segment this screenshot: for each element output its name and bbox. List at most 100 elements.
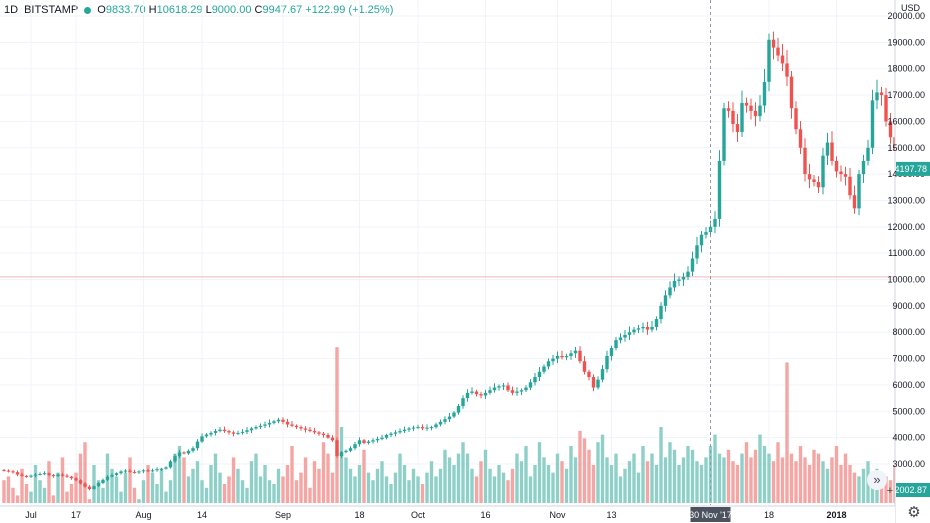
time-tick-label: Oct <box>411 510 426 520</box>
last-price-badge <box>896 161 930 176</box>
candle <box>33 474 38 476</box>
candle <box>375 438 380 441</box>
volume-bar <box>663 457 668 503</box>
grid <box>0 0 895 505</box>
volume-bar <box>483 449 488 503</box>
volume-bar <box>465 453 470 503</box>
candle <box>281 419 285 422</box>
volume-bar <box>564 468 569 503</box>
volume-bar <box>852 472 857 503</box>
candle <box>857 174 861 209</box>
candle <box>425 427 429 429</box>
candle <box>645 326 650 330</box>
volume-bar <box>569 446 573 503</box>
candle <box>150 470 155 472</box>
volume-bar <box>438 468 443 503</box>
volume-bar <box>537 442 542 503</box>
candle <box>447 416 452 420</box>
volume-bar <box>681 457 686 503</box>
candle <box>497 386 501 388</box>
volume-bar <box>830 457 834 503</box>
volume-bar <box>492 476 497 503</box>
volume-bar <box>812 449 816 503</box>
candle <box>92 486 96 490</box>
price-tick-label: 16000.00 <box>887 116 925 126</box>
price-axis-bg <box>895 0 930 523</box>
candle <box>321 433 326 436</box>
candle <box>434 424 438 428</box>
candle <box>731 110 735 125</box>
volume-bar <box>501 472 506 503</box>
price-tick-label: 6000.00 <box>892 380 925 390</box>
candle <box>825 142 830 156</box>
candle <box>488 390 492 393</box>
candle <box>119 471 123 474</box>
volume-bar <box>159 468 164 503</box>
open-key: O <box>97 4 106 16</box>
volume-bar <box>474 476 479 503</box>
candle <box>627 332 632 335</box>
market-status-dot <box>84 6 92 14</box>
volume-bar <box>794 461 798 503</box>
volume-bar <box>479 461 483 503</box>
volume-bar <box>312 461 317 503</box>
candle <box>506 385 510 391</box>
candle <box>789 76 794 109</box>
volume-bars <box>2 347 920 503</box>
candle <box>501 385 506 387</box>
candle <box>51 475 56 477</box>
price-tick-label: 5000.00 <box>892 406 925 416</box>
time-tick-label: Jul <box>25 510 37 520</box>
time-tick-label: 2018 <box>826 510 846 520</box>
chart-legend: 1D BITSTAMP O9833.70 H10618.29 L9000.00 … <box>4 4 393 16</box>
candle <box>308 429 312 432</box>
volume-bar <box>762 446 767 503</box>
candle <box>366 441 371 443</box>
candle <box>105 476 110 480</box>
volume-bar <box>389 484 393 503</box>
interval-label[interactable]: 1D <box>4 4 19 16</box>
volume-bar <box>542 457 546 503</box>
scroll-to-realtime-button[interactable]: » <box>867 470 887 490</box>
candle <box>344 450 348 453</box>
candle <box>564 355 569 358</box>
volume-bar <box>51 495 56 503</box>
volume-bar <box>641 446 645 503</box>
symbol-label[interactable]: BITSTAMP <box>24 4 79 16</box>
volume-bar <box>839 465 843 503</box>
candle <box>461 398 465 407</box>
volume-bar <box>497 465 501 503</box>
price-tick-label: 20000.00 <box>887 11 925 21</box>
candle <box>722 108 726 161</box>
volume-bar <box>776 442 780 503</box>
candle <box>272 421 276 423</box>
volume-bar <box>87 499 92 503</box>
volume-bar <box>78 453 83 503</box>
time-axis: Jul 17 Aug 14 Sep 18 Oct 16 Nov 13 18 2018 30 Nov '1… <box>0 505 895 523</box>
candle <box>146 470 150 472</box>
volume-bar <box>69 484 74 503</box>
volume-bar <box>798 446 803 503</box>
candle <box>861 160 866 175</box>
candle <box>258 425 263 428</box>
candle <box>357 440 362 445</box>
candle <box>803 147 807 175</box>
candle <box>173 456 177 462</box>
candle <box>168 461 173 468</box>
gear-icon[interactable]: ⚙ <box>907 504 921 521</box>
volume-bar <box>533 465 537 503</box>
volume-bar <box>758 434 762 503</box>
volume-bar <box>519 461 524 503</box>
candle <box>573 350 578 354</box>
candle <box>560 355 564 358</box>
volume-bar <box>731 461 735 503</box>
candle <box>114 473 119 476</box>
candle <box>632 329 636 333</box>
volume-bar <box>60 457 65 503</box>
candle <box>47 473 51 476</box>
volume-bar <box>200 480 204 503</box>
volume-bar <box>753 449 758 503</box>
volume-bar <box>749 457 753 503</box>
volume-bar <box>195 461 200 503</box>
